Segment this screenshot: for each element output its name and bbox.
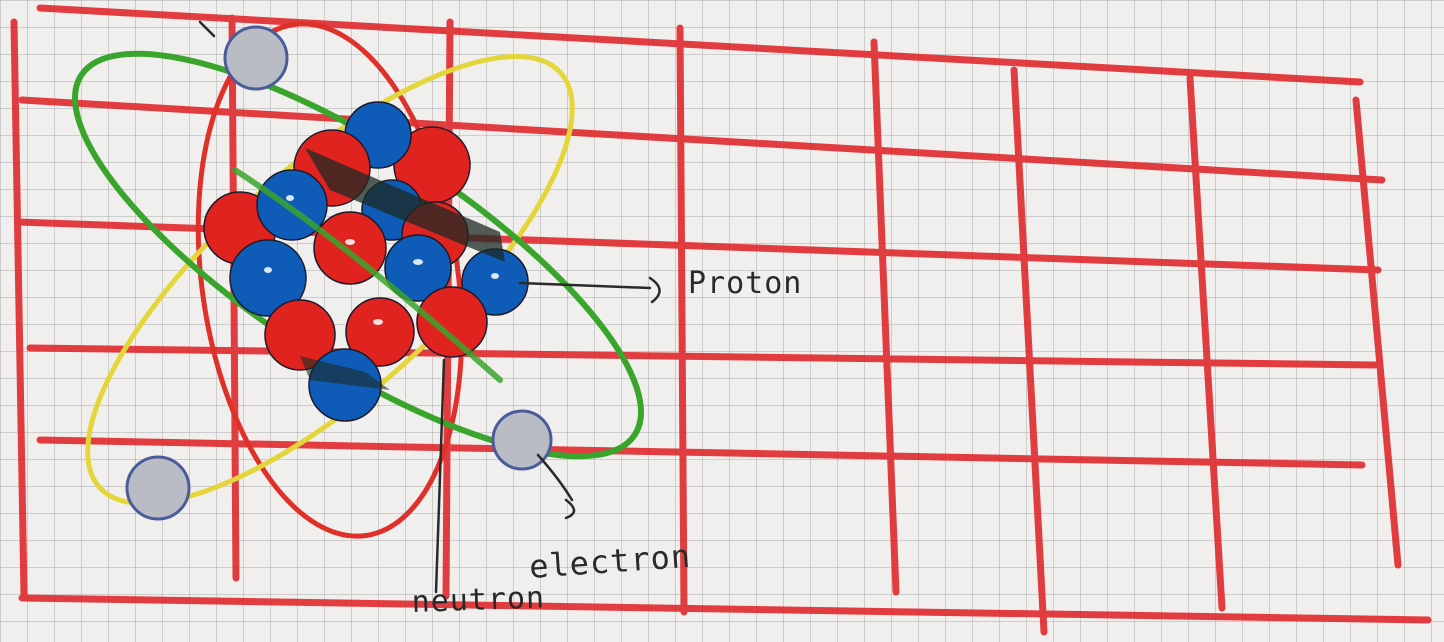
table-line-v4	[676, 24, 688, 616]
nucleus	[203, 101, 529, 422]
proton-particle	[264, 299, 336, 371]
table-line-h4	[26, 344, 1379, 369]
table-line-v7	[1186, 74, 1226, 612]
table-line-h2	[18, 96, 1386, 184]
electron-particle	[491, 409, 553, 471]
label-pointers	[198, 20, 661, 594]
table-line-v5	[870, 38, 900, 596]
proton-particle	[345, 297, 415, 367]
neutron-label: neutron	[411, 580, 546, 620]
nucleus-shading	[300, 356, 390, 390]
electron-particle	[223, 25, 289, 91]
nucleus-highlights	[264, 195, 499, 325]
top-electron-tick	[198, 20, 216, 38]
table-line-v1	[10, 18, 28, 599]
electrons	[125, 25, 553, 521]
nucleus-shading	[305, 148, 505, 262]
orbit-green-front	[232, 167, 503, 383]
electron-particle	[125, 455, 191, 521]
proton-particle	[416, 286, 488, 358]
neutron-particle	[229, 239, 307, 317]
table-line-h1	[36, 4, 1364, 86]
red-table-grid	[10, 4, 1432, 636]
table-line-h5	[36, 436, 1366, 469]
table-line-h6	[18, 594, 1432, 624]
orbit-yellow	[85, 53, 575, 507]
proton-pointer-arrow	[648, 276, 661, 304]
neutron-pointer-line	[434, 358, 446, 594]
table-line-v6	[1010, 66, 1048, 636]
table-line-v8	[1352, 96, 1402, 569]
electron-pointer-line	[536, 453, 574, 502]
neutron-particle	[384, 234, 452, 302]
proton-pointer-line	[518, 281, 652, 290]
orbit-red	[195, 21, 465, 539]
proton-label: Proton	[688, 266, 802, 301]
electron-label: electron	[528, 537, 692, 586]
electron-pointer-arrow	[564, 498, 576, 520]
